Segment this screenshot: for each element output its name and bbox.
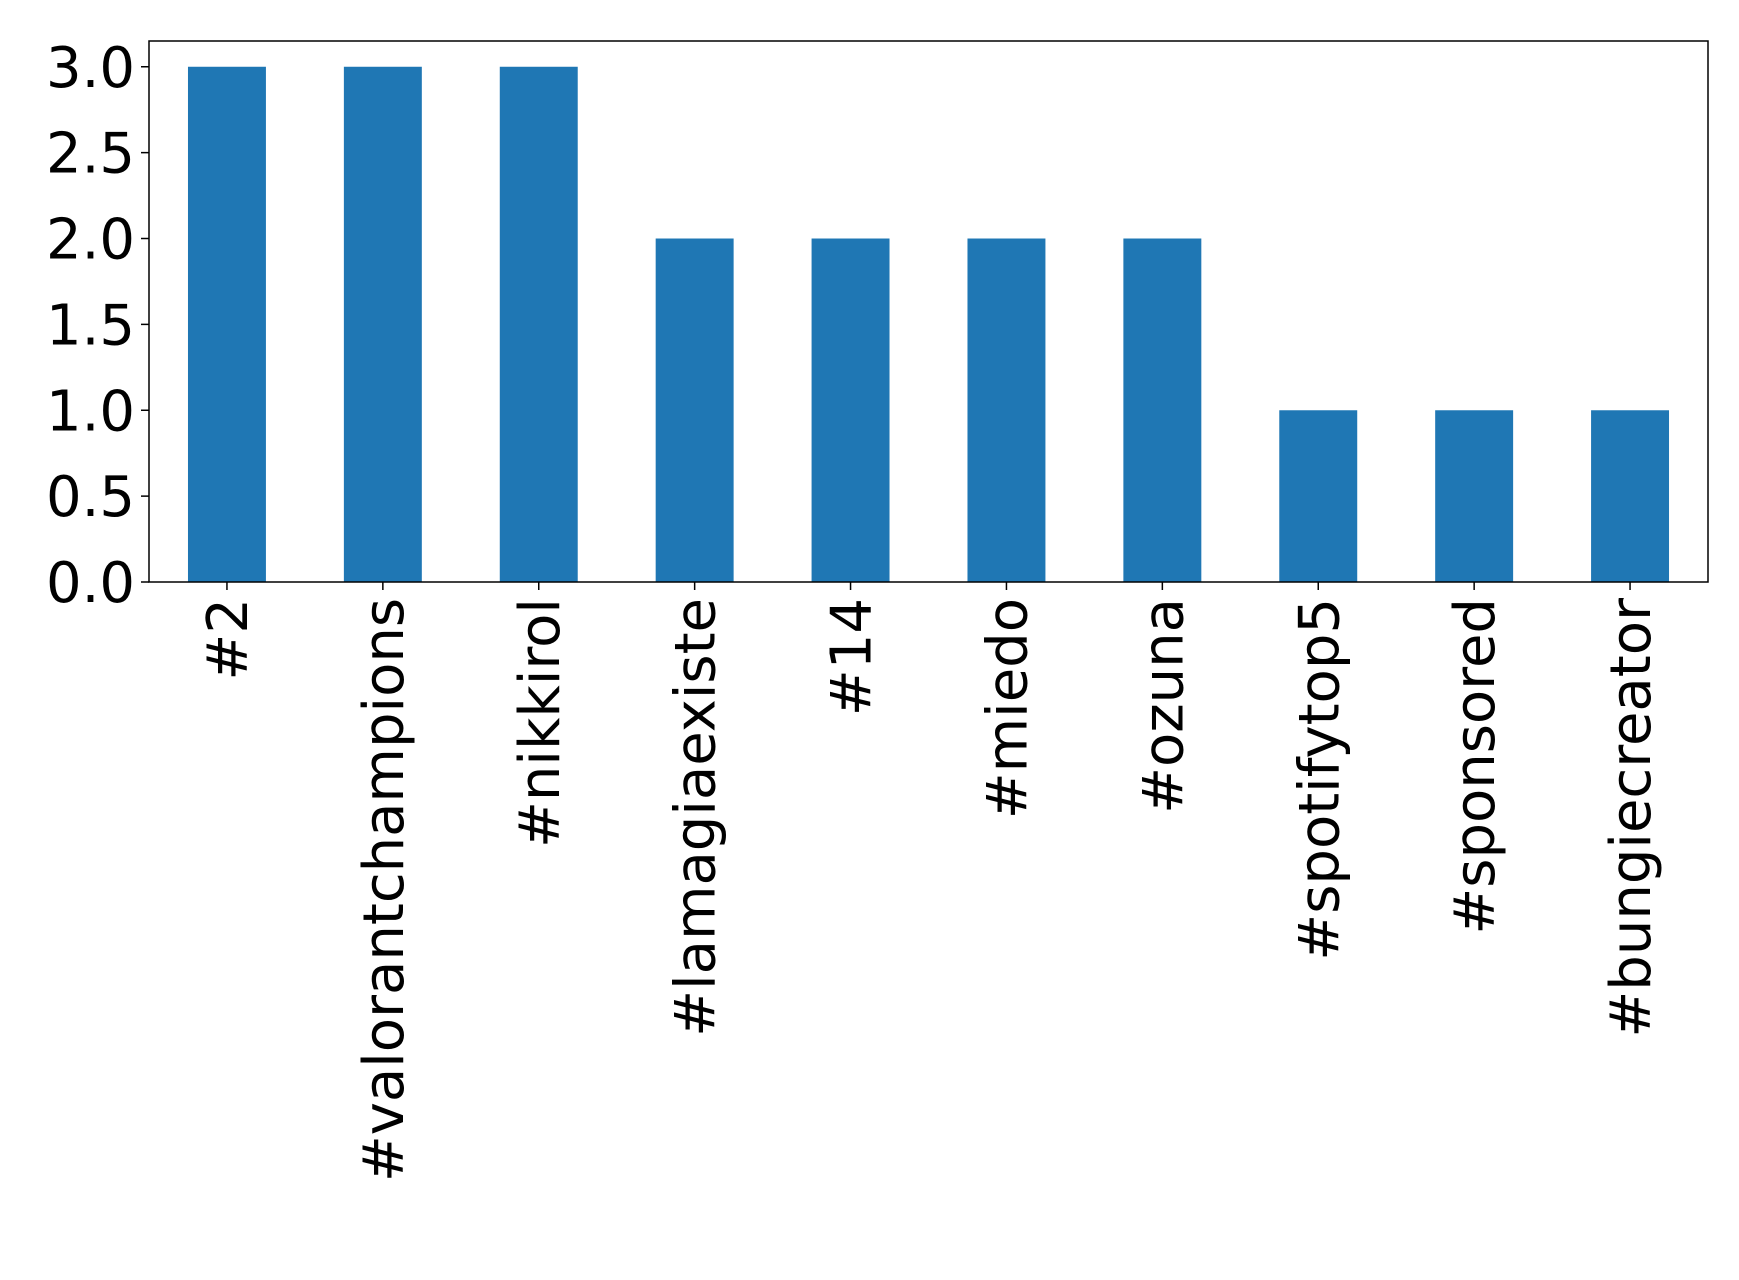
x-tick-label: #2: [196, 598, 261, 681]
bar: [1279, 410, 1358, 582]
bar: [343, 66, 422, 582]
x-tick-label: #lamagiaexiste: [664, 598, 729, 1037]
bar: [1435, 410, 1514, 582]
bar: [187, 66, 266, 582]
x-tick-label: #nikkirol: [508, 598, 573, 848]
bar: [1123, 238, 1202, 582]
y-tick-label: 2.5: [46, 122, 135, 187]
y-tick-label: 2.0: [46, 208, 135, 273]
y-tick-label: 1.0: [46, 379, 135, 444]
x-tick-label: #bungiecreator: [1599, 597, 1664, 1038]
bar: [655, 238, 734, 582]
x-tick-label: #spotifytop5: [1287, 598, 1352, 961]
bar: [499, 66, 578, 582]
x-tick-label: #14: [820, 598, 885, 716]
x-tick-label: #miedo: [975, 598, 1040, 819]
x-tick-label: #valorantchampions: [352, 598, 417, 1182]
bar: [1591, 410, 1670, 582]
x-tick-label: #sponsored: [1443, 598, 1508, 935]
y-tick-label: 1.5: [46, 293, 135, 358]
bar: [967, 238, 1046, 582]
bar: [811, 238, 890, 582]
y-tick-label: 0.5: [46, 465, 135, 530]
y-tick-label: 3.0: [46, 36, 135, 101]
plot-frame: [148, 40, 1709, 583]
x-tick-label: #ozuna: [1131, 598, 1196, 814]
y-tick-label: 0.0: [46, 551, 135, 616]
